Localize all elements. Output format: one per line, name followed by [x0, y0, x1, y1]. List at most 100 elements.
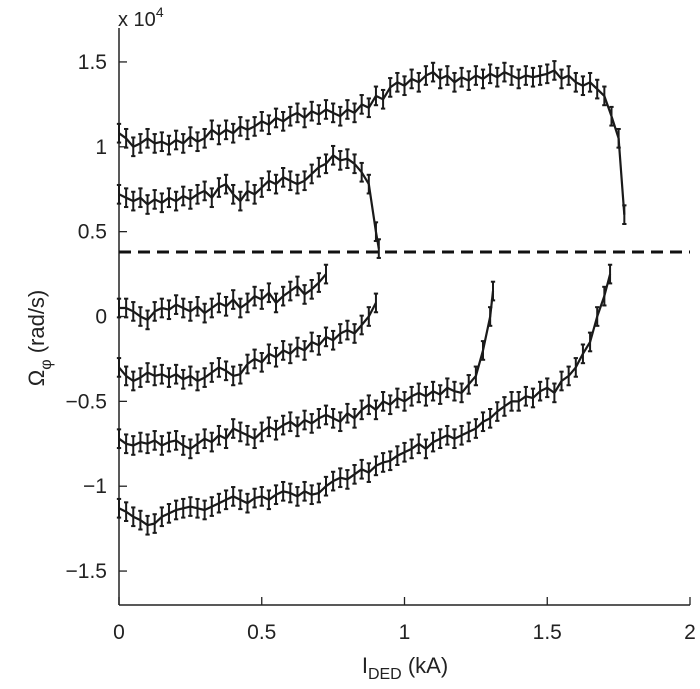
error-bar — [338, 411, 343, 433]
error-bar — [202, 302, 207, 324]
error-bar — [188, 126, 193, 147]
error-bar — [580, 343, 586, 365]
error-bar — [223, 173, 229, 195]
error-bar — [216, 124, 222, 146]
error-bar — [366, 173, 371, 195]
error-bar — [309, 163, 314, 185]
error-bar — [366, 462, 371, 483]
error-bar — [266, 416, 272, 438]
series-1 — [116, 60, 627, 226]
error-bar — [295, 486, 300, 507]
error-bar — [266, 170, 272, 192]
error-bar — [416, 382, 421, 404]
error-bar — [166, 367, 172, 388]
error-bar — [330, 102, 336, 124]
error-bar — [495, 66, 500, 88]
error-bar — [438, 384, 443, 405]
series-5 — [116, 280, 496, 460]
error-bar — [488, 63, 493, 85]
error-bar — [288, 482, 293, 504]
error-bar — [159, 297, 164, 319]
error-bar — [373, 399, 379, 421]
error-bar — [359, 458, 364, 480]
error-bar — [223, 119, 229, 141]
error-bar — [309, 279, 314, 300]
error-bar — [380, 88, 386, 110]
error-bar — [388, 450, 393, 472]
error-bar — [430, 380, 436, 402]
error-bar — [173, 129, 179, 151]
error-bar — [330, 470, 336, 492]
error-bar — [302, 480, 307, 502]
series-3-line — [119, 273, 327, 321]
error-bar — [152, 189, 157, 210]
error-bar — [295, 102, 300, 124]
error-bar — [395, 387, 400, 409]
error-bar — [245, 180, 250, 202]
error-bar — [116, 122, 122, 144]
error-bar — [352, 463, 357, 485]
error-bar — [516, 391, 521, 412]
y-tick-label: −1 — [83, 475, 107, 498]
error-bar — [273, 292, 279, 314]
error-bar — [323, 153, 329, 175]
x-tick-label: 0 — [113, 621, 125, 644]
error-bar — [438, 68, 443, 90]
error-bar — [545, 63, 550, 85]
error-bar — [502, 61, 507, 83]
error-bar — [537, 380, 543, 402]
error-bar — [131, 301, 136, 322]
error-bar — [123, 365, 129, 387]
error-bar — [259, 111, 264, 132]
y-tick-label: 0 — [95, 306, 107, 329]
series-2-line — [118, 154, 380, 249]
error-bar — [288, 411, 293, 433]
error-bar — [181, 185, 186, 207]
series-3 — [116, 263, 329, 331]
error-bar — [345, 148, 350, 170]
error-bar — [309, 331, 314, 353]
error-bar — [602, 285, 607, 307]
error-bar — [231, 365, 236, 387]
error-bar — [316, 335, 321, 356]
error-bar — [138, 431, 143, 453]
error-bar — [323, 326, 329, 348]
error-bar — [252, 183, 257, 205]
error-bar — [202, 428, 207, 450]
error-bar — [238, 489, 243, 511]
error-bar — [409, 385, 414, 407]
error-bar — [430, 61, 436, 83]
error-bar — [580, 75, 586, 97]
error-bar — [380, 391, 386, 412]
error-bar — [252, 348, 257, 370]
error-bar — [138, 367, 143, 388]
error-bar — [288, 170, 293, 192]
error-bar — [273, 107, 279, 129]
error-bar — [490, 280, 496, 302]
error-bar — [480, 68, 486, 90]
error-bar — [523, 385, 528, 407]
error-bar — [273, 346, 279, 368]
error-bar — [309, 413, 314, 434]
error-bar — [152, 513, 157, 534]
error-bar — [402, 75, 407, 97]
error-bar — [459, 382, 464, 404]
error-bar — [202, 367, 207, 388]
error-bar — [323, 475, 329, 497]
error-bar — [173, 430, 179, 451]
error-bar — [316, 407, 321, 429]
y-tick-label: 1.5 — [78, 51, 107, 74]
series-4 — [116, 292, 379, 392]
error-bar — [188, 301, 193, 322]
error-bar — [123, 187, 129, 209]
error-bar — [145, 514, 150, 536]
error-bar — [373, 455, 379, 477]
error-bar — [323, 404, 329, 426]
error-bar — [352, 102, 357, 124]
error-bar — [245, 424, 250, 446]
error-bar — [359, 314, 364, 336]
error-bar — [181, 435, 186, 456]
error-bar — [145, 362, 150, 383]
error-bar — [145, 194, 150, 215]
